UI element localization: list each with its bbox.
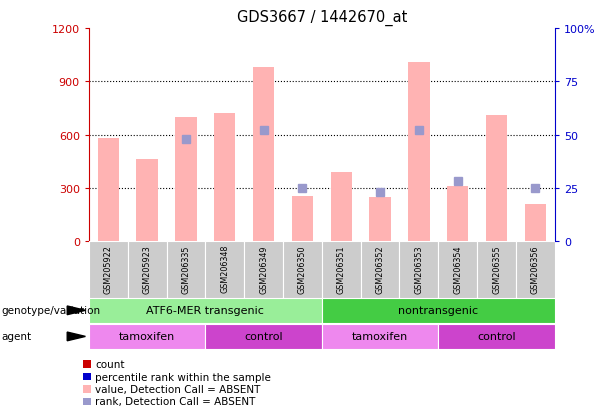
Bar	[292, 197, 313, 242]
Bar	[137, 160, 158, 242]
Bar	[322, 242, 360, 298]
Bar	[89, 242, 128, 298]
Bar	[89, 324, 205, 349]
Bar	[322, 324, 438, 349]
Bar	[400, 242, 438, 298]
Bar	[89, 298, 322, 323]
Bar	[175, 118, 197, 242]
Bar	[477, 242, 516, 298]
Title: GDS3667 / 1442670_at: GDS3667 / 1442670_at	[237, 10, 407, 26]
Text: GSM206335: GSM206335	[181, 244, 191, 293]
Polygon shape	[67, 332, 85, 341]
Bar	[370, 197, 390, 242]
Text: GSM206349: GSM206349	[259, 244, 268, 293]
Text: agent: agent	[2, 332, 32, 342]
Bar	[330, 173, 352, 242]
Text: tamoxifen: tamoxifen	[352, 332, 408, 342]
Bar	[438, 242, 477, 298]
Polygon shape	[67, 306, 85, 315]
Bar	[283, 242, 322, 298]
Text: GSM206355: GSM206355	[492, 244, 501, 293]
Text: GSM206356: GSM206356	[531, 244, 540, 293]
Bar	[486, 116, 507, 242]
Text: control: control	[477, 332, 516, 342]
Bar	[97, 139, 119, 242]
Text: value, Detection Call = ABSENT: value, Detection Call = ABSENT	[95, 384, 261, 394]
Bar	[408, 63, 430, 242]
Text: GSM206350: GSM206350	[298, 244, 307, 293]
Text: rank, Detection Call = ABSENT: rank, Detection Call = ABSENT	[95, 396, 256, 406]
Text: control: control	[244, 332, 283, 342]
Text: tamoxifen: tamoxifen	[119, 332, 175, 342]
Bar	[253, 68, 274, 242]
Text: GSM206351: GSM206351	[337, 244, 346, 293]
Bar	[214, 114, 235, 242]
Text: GSM206353: GSM206353	[414, 244, 424, 293]
Bar	[128, 242, 167, 298]
Bar	[167, 242, 205, 298]
Bar	[322, 298, 555, 323]
Bar	[438, 324, 555, 349]
Bar	[525, 204, 546, 242]
Text: percentile rank within the sample: percentile rank within the sample	[95, 372, 271, 382]
Text: GSM206354: GSM206354	[453, 244, 462, 293]
Bar	[447, 187, 468, 242]
Bar	[205, 242, 244, 298]
Text: genotype/variation: genotype/variation	[2, 306, 101, 316]
Text: count: count	[95, 359, 124, 369]
Bar	[360, 242, 400, 298]
Bar	[516, 242, 555, 298]
Bar	[205, 324, 322, 349]
Bar	[244, 242, 283, 298]
Text: GSM205923: GSM205923	[143, 244, 151, 293]
Text: nontransgenic: nontransgenic	[398, 306, 478, 316]
Text: GSM206348: GSM206348	[220, 244, 229, 293]
Text: ATF6-MER transgenic: ATF6-MER transgenic	[147, 306, 264, 316]
Text: GSM206352: GSM206352	[376, 244, 384, 293]
Text: GSM205922: GSM205922	[104, 244, 113, 293]
